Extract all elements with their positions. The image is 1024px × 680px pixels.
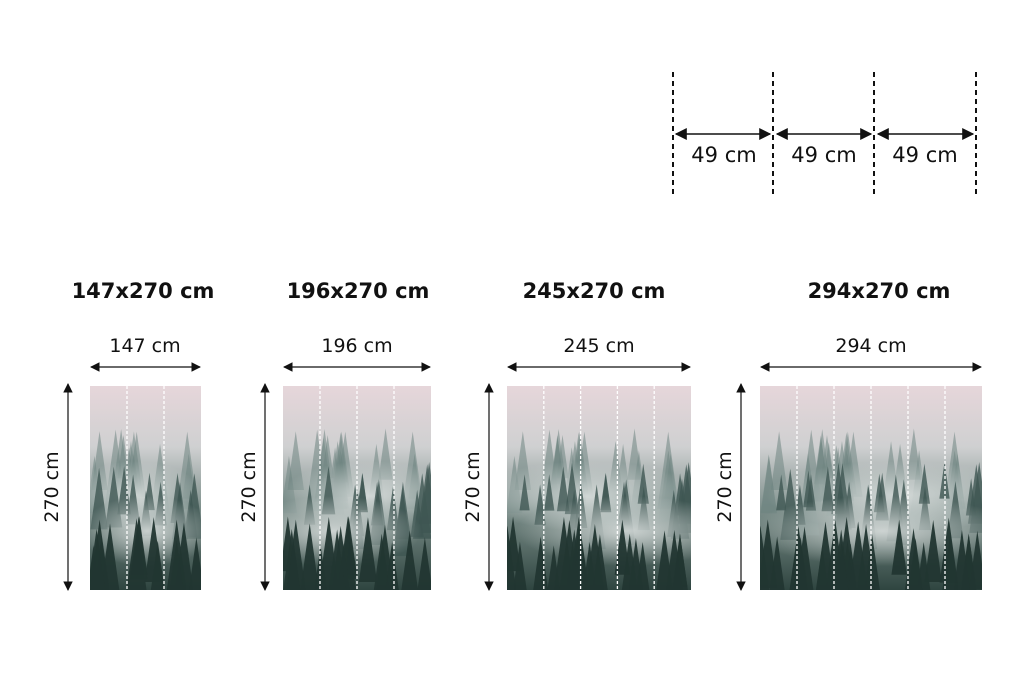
- tree-shape: [385, 541, 399, 590]
- tree-shape: [969, 530, 982, 590]
- size-title-294: 294x270 cm: [807, 279, 951, 303]
- wallpaper-preview-245: [507, 386, 691, 590]
- tree-shape: [891, 519, 907, 575]
- tree-shape: [614, 519, 631, 575]
- strip-width-label-1: 49 cm: [691, 143, 757, 167]
- tree-shape: [286, 541, 301, 590]
- height-label-196: 270 cm: [238, 451, 260, 523]
- tree-shape: [585, 523, 605, 590]
- tree-shape: [918, 463, 931, 504]
- tree-shape: [665, 529, 683, 590]
- tree-shape: [373, 533, 390, 590]
- tree-shape: [401, 530, 419, 590]
- wallpaper-preview-294: [760, 386, 982, 590]
- width-label-245: 245 cm: [563, 335, 635, 357]
- tree-shape: [188, 537, 201, 590]
- tree-shape: [904, 528, 923, 590]
- tree-shape: [789, 526, 808, 590]
- size-title-245: 245x270 cm: [522, 279, 666, 303]
- tree-shape: [939, 461, 950, 499]
- height-label-147: 270 cm: [41, 451, 63, 523]
- tree-shape: [953, 529, 971, 590]
- tree-shape: [169, 539, 184, 590]
- tree-shape: [544, 474, 555, 511]
- tree-shape: [328, 529, 346, 590]
- width-label-294: 294 cm: [835, 335, 907, 357]
- tree-shape: [547, 545, 560, 590]
- strip-width-label-3: 49 cm: [892, 143, 958, 167]
- height-label-245: 270 cm: [462, 451, 484, 523]
- tree-shape: [300, 523, 320, 590]
- tree-shape: [776, 474, 787, 511]
- height-label-294: 270 cm: [714, 451, 736, 523]
- tree-shape: [924, 519, 942, 582]
- width-label-196: 196 cm: [321, 335, 393, 357]
- tree-shape: [556, 466, 570, 512]
- tree-shape: [507, 525, 517, 590]
- tree-shape: [129, 516, 148, 580]
- strip-width-label-2: 49 cm: [791, 143, 857, 167]
- tree-shape: [559, 520, 580, 590]
- tree-shape: [770, 431, 788, 491]
- tree-shape: [90, 528, 106, 590]
- tree-shape: [628, 537, 644, 590]
- tree-shape: [637, 463, 649, 504]
- tree-shape: [513, 541, 527, 590]
- tree-shape: [144, 517, 163, 583]
- wallpaper-preview-196: [283, 386, 431, 590]
- tree-shape: [519, 474, 530, 511]
- tree-shape: [834, 541, 849, 590]
- tree-shape: [848, 521, 868, 590]
- size-title-196: 196x270 cm: [286, 279, 430, 303]
- size-title-147: 147x270 cm: [71, 279, 215, 303]
- tree-shape: [803, 470, 814, 508]
- tree-shape: [939, 517, 958, 583]
- tree-shape: [815, 521, 836, 590]
- tree-shape: [769, 536, 785, 590]
- tree-shape: [419, 461, 431, 533]
- tree-shape: [417, 537, 431, 590]
- wallpaper-preview-147: [90, 386, 201, 590]
- width-label-147: 147 cm: [109, 335, 181, 357]
- tree-shape: [358, 517, 378, 583]
